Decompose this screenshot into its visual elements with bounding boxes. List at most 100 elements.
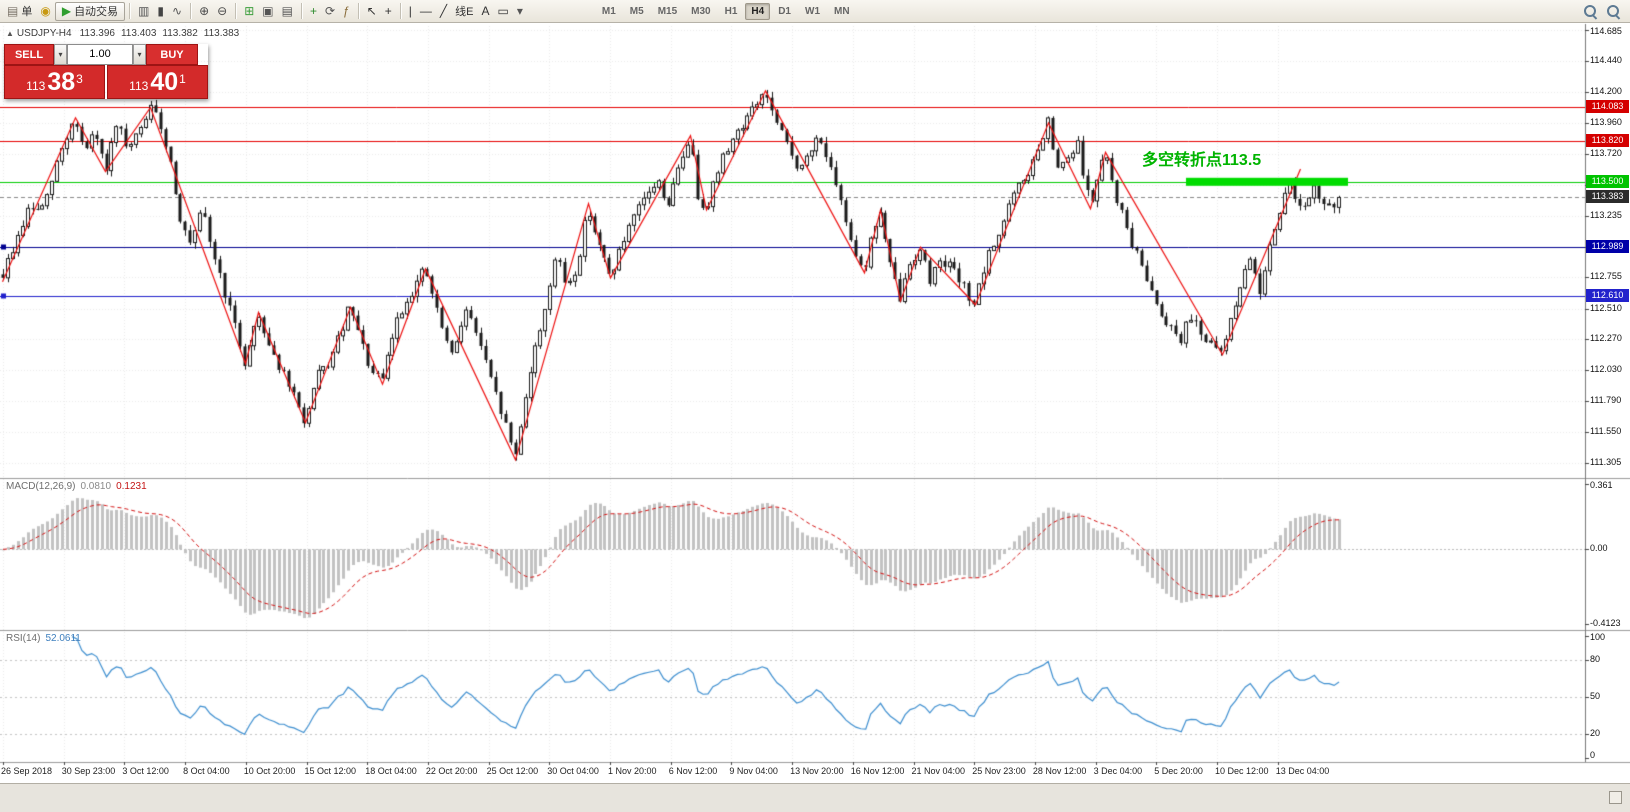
time-axis-label: 25 Oct 12:00 — [486, 766, 539, 776]
line-chart-glyph: ∿ — [172, 4, 183, 18]
time-axis-label: 10 Dec 12:00 — [1215, 766, 1269, 776]
cascade-windows-icon[interactable]: ▣ — [258, 2, 277, 21]
timeframe-m15[interactable]: M15 — [657, 5, 678, 17]
timeframe-mn[interactable]: MN — [834, 5, 850, 17]
timeframe-h1[interactable]: H1 — [724, 5, 738, 17]
new-chart-icon[interactable]: + — [306, 2, 321, 21]
crosshair-icon[interactable]: + — [381, 2, 396, 21]
time-axis-label: 30 Sep 23:00 — [61, 766, 116, 776]
toolbar-separator — [300, 3, 302, 19]
new-order-icon[interactable]: ▤ 单 — [3, 2, 36, 21]
toolbar-separator — [357, 3, 359, 19]
indicators-glyph: ƒ — [343, 4, 350, 18]
buy-button[interactable]: BUY — [146, 44, 198, 65]
profiles-icon[interactable]: ⟳ — [321, 2, 339, 21]
tile-windows-icon[interactable]: ⊞ — [240, 2, 258, 21]
buy-price-button[interactable]: 113 40 1 — [107, 65, 208, 99]
toolbar-separator — [129, 3, 131, 19]
timeframe-m30[interactable]: M30 — [691, 5, 711, 17]
price-axis-tick: 114.440 — [1590, 55, 1622, 66]
time-axis-label: 18 Oct 04:00 — [365, 766, 417, 776]
arrange-windows-icon[interactable]: ▤ — [278, 2, 297, 21]
main-toolbar: ▤ 单 ◉ ▶ 自动交易 ▥ ▮ ∿ ⊕ ⊖ ⊞ ▣ ▤ + ⟳ ƒ ↖ + | — ╱ 线E A ▭ ▾ M1 M5 M15 M30… — [0, 0, 1630, 23]
volume-input[interactable]: 1.00 — [67, 44, 133, 65]
sell-price-button[interactable]: 113 38 3 — [4, 65, 105, 99]
time-axis-label: 21 Nov 04:00 — [911, 766, 966, 776]
text-tool-icon[interactable]: A — [478, 2, 494, 21]
indicators-icon[interactable]: ƒ — [339, 2, 354, 21]
symbol-info-bar: ▲ USDJPY-H4 113.396 113.403 113.382 113.383 — [6, 28, 245, 39]
rsi-axis-tick: 80 — [1590, 654, 1601, 665]
equidistant-channel-icon[interactable]: 线E — [451, 2, 477, 21]
toolbar-separator — [235, 3, 237, 19]
symbol-search-icon[interactable] — [1583, 4, 1598, 19]
macd-main-value: 0.0810 — [80, 481, 112, 492]
volume-caret-icon[interactable]: ▾ — [133, 44, 146, 65]
resize-grip[interactable] — [1609, 791, 1622, 804]
toolbar-icon-groups: ▤ 单 ◉ ▶ 自动交易 ▥ ▮ ∿ ⊕ ⊖ ⊞ ▣ ▤ + ⟳ ƒ ↖ + | — ╱ 线E A ▭ ▾ — [3, 1, 527, 21]
price-axis-tick: 114.685 — [1590, 26, 1622, 36]
symbol-title: USDJPY-H4 — [16, 28, 72, 39]
candlestick-chart-icon[interactable]: ▮ — [153, 2, 168, 21]
arrows-dropdown-glyph: ▾ — [516, 4, 523, 18]
sell-button[interactable]: SELL — [4, 44, 54, 65]
line-chart-icon[interactable]: ∿ — [168, 2, 186, 21]
time-axis-label: 10 Oct 20:00 — [243, 766, 296, 776]
price-axis-tick: 113.960 — [1590, 116, 1622, 127]
time-axis-label: 28 Nov 12:00 — [1032, 766, 1087, 776]
time-axis-label: 9 Nov 04:00 — [729, 766, 778, 776]
zoom-in-icon[interactable]: ⊕ — [195, 2, 213, 21]
timeframe-d1[interactable]: D1 — [778, 5, 791, 17]
bar-chart-icon[interactable]: ▥ — [134, 2, 153, 21]
timeframe-w1[interactable]: W1 — [805, 5, 820, 17]
search-icon[interactable] — [1606, 4, 1621, 19]
symbol-collapse-icon[interactable]: ▲ — [6, 29, 14, 38]
horizontal-line-glyph: — — [419, 4, 432, 18]
rsi-value: 52.0611 — [45, 633, 81, 644]
time-axis-label: 3 Dec 04:00 — [1093, 766, 1143, 776]
cursor-icon[interactable]: ↖ — [363, 2, 381, 21]
cursor-glyph: ↖ — [366, 4, 377, 18]
sell-caret-icon[interactable]: ▾ — [54, 44, 67, 65]
time-axis-label: 6 Nov 12:00 — [668, 766, 718, 776]
price-axis-tick: 112.755 — [1590, 271, 1622, 282]
rsi-axis-tick: 50 — [1590, 691, 1601, 701]
autotrade-icon[interactable]: ▶ 自动交易 — [54, 1, 126, 21]
time-axis-label: 26 Sep 2018 — [1, 766, 53, 776]
arrows-dropdown-icon[interactable]: ▾ — [513, 2, 527, 21]
buy-price-big: 40 — [150, 68, 179, 96]
candlestick-chart-glyph: ▮ — [157, 4, 165, 18]
rsi-axis-tick: 0 — [1590, 750, 1596, 760]
chart-annotation-text[interactable]: 多空转折点113.5 — [1142, 152, 1262, 169]
time-axis-label: 30 Oct 04:00 — [547, 766, 599, 776]
shapes-tool-icon[interactable]: ▭ — [494, 2, 513, 21]
price-axis-tick: 112.270 — [1590, 333, 1622, 344]
time-axis-label: 3 Oct 12:00 — [122, 766, 169, 776]
timeframe-h4[interactable]: H4 — [745, 2, 771, 20]
sell-price-sup: 3 — [76, 72, 83, 86]
timeframe-toolbar: M1 M5 M15 M30 H1 H4 D1 W1 MN — [595, 2, 857, 20]
sell-price-big: 38 — [47, 68, 76, 96]
toolbar-separator — [399, 3, 401, 19]
timeframe-m5[interactable]: M5 — [629, 5, 644, 17]
horizontal-line-icon[interactable]: — — [416, 2, 436, 21]
price-axis-tick: 114.200 — [1590, 86, 1622, 97]
rsi-name: RSI(14) — [6, 633, 41, 644]
hand-mode-icon[interactable]: ◉ — [36, 2, 54, 21]
trendline-icon[interactable]: ╱ — [436, 2, 451, 21]
time-axis-label: 16 Nov 12:00 — [850, 766, 905, 776]
new-order-label: 单 — [21, 6, 33, 18]
price-label-113.383: 113.383 — [1586, 189, 1629, 203]
rsi-axis-tick: 100 — [1590, 632, 1606, 642]
time-axis-label: 15 Oct 12:00 — [304, 766, 357, 776]
trendline-glyph: ╱ — [439, 4, 448, 18]
arrange-windows-glyph: ▤ — [281, 4, 293, 18]
shapes-tool-glyph: ▭ — [497, 4, 509, 18]
zoom-out-icon[interactable]: ⊖ — [213, 2, 231, 21]
vertical-line-icon[interactable]: | — [405, 2, 416, 21]
timeframe-m1[interactable]: M1 — [601, 5, 616, 17]
time-axis-label: 8 Oct 04:00 — [183, 766, 230, 776]
new-order-glyph: ▤ — [7, 4, 19, 18]
